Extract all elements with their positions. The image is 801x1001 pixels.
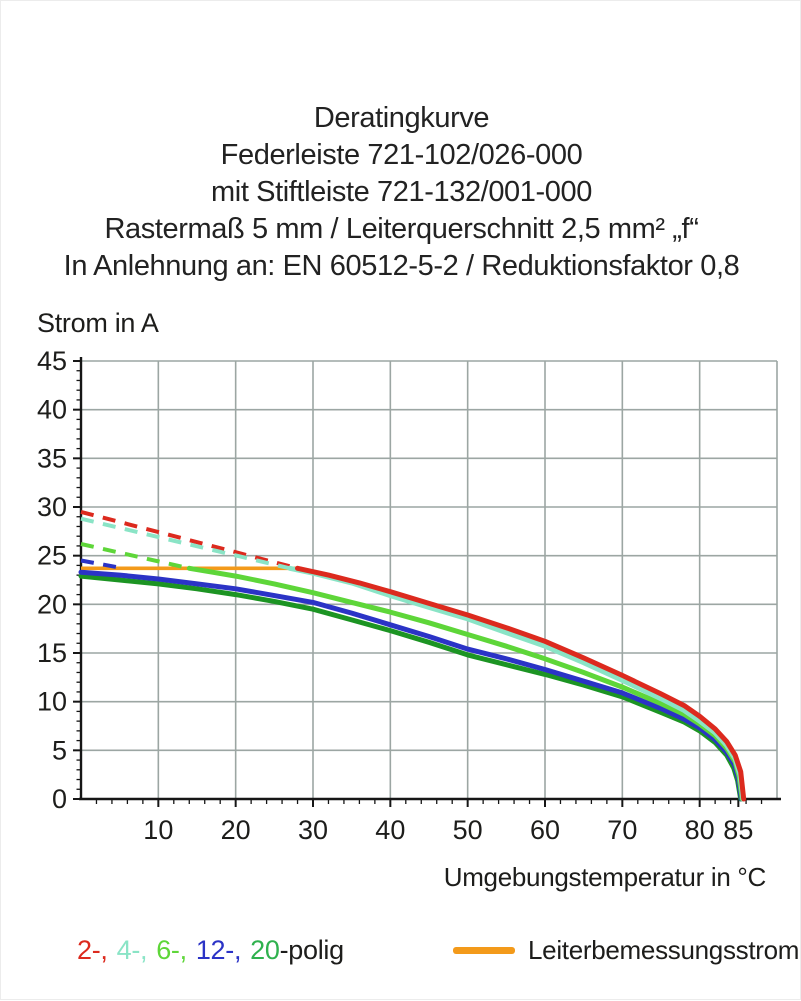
- x-tick-label: 85: [723, 815, 753, 845]
- legend-item-2-polig: 2-,: [77, 935, 108, 965]
- y-tick-label: 5: [52, 735, 67, 765]
- title-line-1: Deratingkurve: [313, 102, 490, 134]
- x-tick-label: 40: [375, 815, 405, 845]
- x-tick-label: 60: [530, 815, 560, 845]
- curve-2-polig: [295, 565, 747, 802]
- y-tick-label: 35: [37, 443, 67, 473]
- curve-2-polig-unlimited: [80, 509, 299, 571]
- legend-item-6-polig: 6-,: [156, 935, 187, 965]
- x-tick-label: 70: [607, 815, 637, 845]
- y-tick-label: 45: [37, 346, 67, 376]
- curve-6-polig-unlimited: [80, 542, 190, 571]
- legend-item-12-polig: 12-,: [195, 935, 242, 965]
- title-line-4: Rastermaß 5 mm / Leiterquerschnitt 2,5 m…: [104, 213, 699, 245]
- legend-pole-suffix: -polig: [279, 935, 345, 965]
- x-axis-title: Umgebungstemperatur in °C: [443, 862, 767, 892]
- title-line-3: mit Stiftleiste 721-132/001-000: [211, 176, 592, 208]
- y-tick-label: 15: [37, 638, 67, 668]
- title-line-2: Federleiste 721-102/026-000: [220, 139, 583, 171]
- x-tick-label: 20: [221, 815, 251, 845]
- legend-rated-current: Leiterbemessungsstrom: [453, 935, 799, 966]
- x-tick-label: 10: [143, 815, 173, 845]
- x-tick-label: 50: [453, 815, 483, 845]
- y-tick-label: 0: [52, 784, 67, 814]
- y-tick-label: 25: [37, 541, 67, 571]
- curve-4-polig-unlimited: [80, 516, 291, 571]
- x-tick-label: 30: [298, 815, 328, 845]
- y-tick-label: 30: [37, 492, 67, 522]
- chart-title-block: Deratingkurve Federleiste 721-102/026-00…: [1, 100, 801, 285]
- title-line-5: In Anlehnung an: EN 60512-5-2 / Reduktio…: [63, 250, 740, 282]
- rated-current-label: Leiterbemessungsstrom: [528, 935, 800, 965]
- rated-current-line-swatch: [453, 947, 515, 954]
- curve-12-polig: [78, 569, 744, 802]
- legend-pole-counts: 2-, 4-, 6-, 12-, 20-polig: [77, 935, 344, 966]
- x-tick-label: 80: [685, 815, 715, 845]
- y-axis-title: Strom in A: [37, 308, 159, 338]
- legend-item-4-polig: 4-,: [116, 935, 148, 965]
- legend-item-20-polig: 20: [250, 935, 280, 965]
- y-tick-label: 10: [37, 687, 67, 717]
- y-tick-label: 40: [37, 395, 67, 425]
- y-tick-label: 20: [37, 589, 67, 619]
- curve-12-polig-unlimited: [80, 558, 124, 571]
